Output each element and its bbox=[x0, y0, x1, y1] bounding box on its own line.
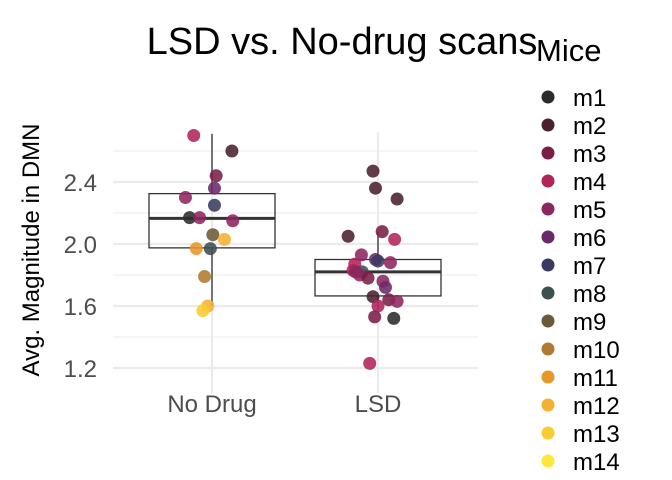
legend-key bbox=[541, 342, 555, 356]
y-tick-label: 1.6 bbox=[64, 294, 97, 321]
legend-key bbox=[541, 174, 555, 188]
data-point bbox=[390, 192, 404, 206]
legend-label: m8 bbox=[573, 281, 606, 308]
data-point bbox=[198, 270, 212, 284]
legend-key bbox=[541, 118, 555, 132]
legend-label: m5 bbox=[573, 197, 606, 224]
legend-label: m1 bbox=[573, 85, 606, 112]
legend-key bbox=[541, 230, 555, 244]
data-point bbox=[378, 280, 392, 294]
y-axis-ticks: 1.2 1.6 2.0 2.4 bbox=[64, 170, 97, 383]
data-point bbox=[189, 242, 203, 256]
legend-key bbox=[541, 202, 555, 216]
y-tick-label: 2.0 bbox=[64, 232, 97, 259]
legend-label: m13 bbox=[573, 421, 620, 448]
legend-label: m3 bbox=[573, 141, 606, 168]
legend-key bbox=[541, 258, 555, 272]
data-point bbox=[207, 181, 221, 195]
chart-title: LSD vs. No-drug scans bbox=[147, 21, 538, 63]
y-axis-title: Avg. Magnitude in DMN bbox=[18, 123, 45, 376]
legend-label: m7 bbox=[573, 253, 606, 280]
legend-key bbox=[541, 426, 555, 440]
legend-label: m4 bbox=[573, 169, 606, 196]
data-point bbox=[375, 225, 389, 239]
data-point bbox=[196, 304, 210, 318]
data-point bbox=[209, 169, 223, 183]
data-point bbox=[183, 211, 197, 225]
legend-key bbox=[541, 398, 555, 412]
data-point bbox=[371, 299, 385, 313]
data-point bbox=[206, 228, 220, 242]
legend-label: m9 bbox=[573, 309, 606, 336]
x-tick-label: No Drug bbox=[167, 391, 256, 418]
data-point bbox=[193, 211, 207, 225]
legend-key bbox=[541, 454, 555, 468]
legend-label: m12 bbox=[573, 393, 620, 420]
data-point bbox=[226, 214, 240, 228]
legend-key bbox=[541, 286, 555, 300]
data-point bbox=[361, 271, 375, 285]
data-point bbox=[371, 254, 385, 268]
data-point bbox=[178, 191, 192, 204]
data-point bbox=[354, 248, 368, 262]
data-point bbox=[383, 256, 397, 270]
data-point bbox=[368, 310, 382, 324]
data-point bbox=[207, 198, 221, 212]
legend-label: m2 bbox=[573, 113, 606, 140]
data-points bbox=[178, 129, 404, 370]
data-point bbox=[203, 242, 217, 256]
x-tick-label: LSD bbox=[355, 391, 402, 418]
legend-key bbox=[541, 370, 555, 384]
data-point bbox=[390, 294, 404, 308]
x-axis-ticks: No Drug LSD bbox=[167, 391, 401, 418]
legend-key bbox=[541, 146, 555, 160]
legend-label: m6 bbox=[573, 225, 606, 252]
y-tick-label: 2.4 bbox=[64, 170, 97, 197]
legend-key bbox=[541, 314, 555, 328]
legend-title: Mice bbox=[536, 33, 601, 68]
legend-label: m11 bbox=[573, 365, 618, 392]
data-point bbox=[366, 164, 380, 178]
data-point bbox=[341, 229, 355, 243]
data-point bbox=[187, 129, 201, 142]
data-point bbox=[387, 311, 401, 325]
data-point bbox=[225, 144, 239, 158]
legend-key bbox=[541, 90, 555, 104]
data-point bbox=[369, 181, 383, 195]
legend-label: m10 bbox=[573, 337, 620, 364]
legend-label: m14 bbox=[573, 449, 620, 476]
data-point bbox=[388, 232, 402, 246]
grid bbox=[113, 132, 478, 394]
data-point bbox=[217, 232, 231, 246]
y-tick-label: 1.2 bbox=[64, 356, 97, 383]
data-point bbox=[363, 356, 377, 370]
